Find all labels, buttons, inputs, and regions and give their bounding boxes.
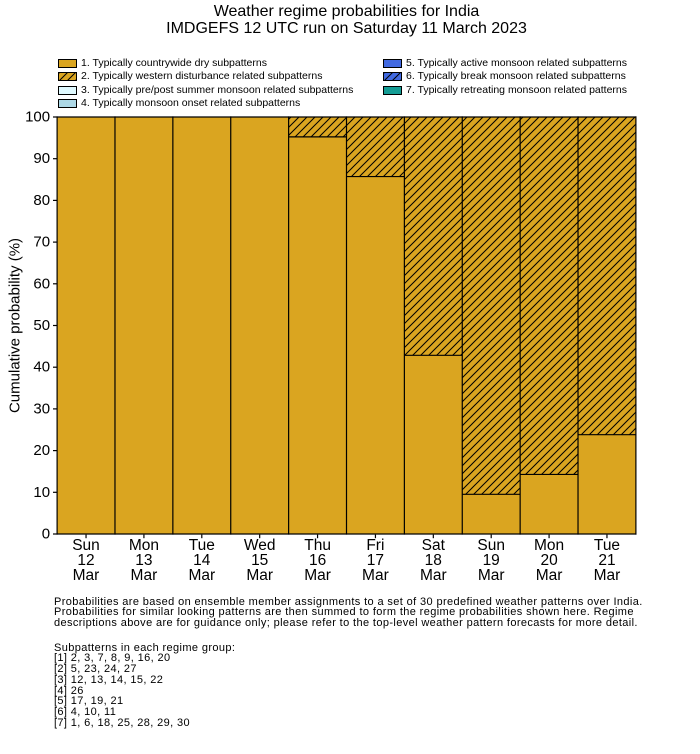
svg-text:90: 90 [33,150,50,167]
svg-text:10: 10 [33,484,50,501]
svg-text:20: 20 [33,442,50,459]
svg-text:80: 80 [33,192,50,209]
svg-text:70: 70 [33,234,50,251]
svg-text:60: 60 [33,275,50,292]
svg-text:0: 0 [42,526,50,543]
svg-text:Cumulative probability (%): Cumulative probability (%) [7,238,24,413]
svg-text:40: 40 [33,359,50,376]
svg-text:30: 30 [33,400,50,417]
svg-text:50: 50 [33,317,50,334]
svg-text:100: 100 [25,109,50,126]
